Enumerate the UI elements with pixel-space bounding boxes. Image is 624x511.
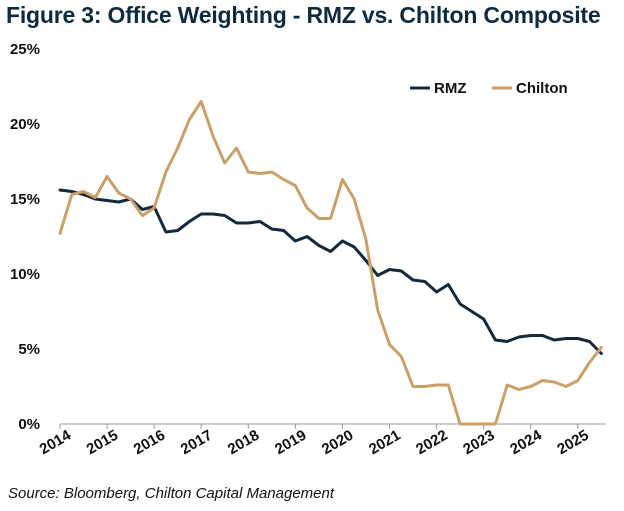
x-tick-label: 2018 [225,427,262,458]
series-layer [58,100,603,426]
legend: RMZ Chilton [410,80,568,97]
y-tick-label: 20% [10,116,40,133]
y-axis: 0% 5% 10% 15% 20% 25% [10,41,40,433]
x-tick-label: 2016 [131,427,168,458]
y-tick-label: 10% [10,266,40,283]
x-tick-label: 2022 [413,427,450,458]
y-tick-label: 15% [10,191,40,208]
series-line-chilton [58,100,603,426]
chart-title: Figure 3: Office Weighting - RMZ vs. Chi… [6,2,601,28]
x-tick-label: 2025 [554,427,591,458]
x-tick-label: 2024 [507,426,545,458]
legend-label-chilton: Chilton [516,80,568,97]
x-tick-label: 2023 [460,427,497,458]
x-axis: 2014 2015 2016 2017 2018 2019 2020 2021 2022 2023… [37,423,606,458]
x-tick-label: 2015 [84,427,121,458]
x-tick-label: 2021 [366,427,403,458]
y-tick-label: 5% [18,341,40,358]
legend-label-rmz: RMZ [434,80,467,97]
x-tick-label: 2019 [272,427,309,458]
source-note: Source: Bloomberg, Chilton Capital Manag… [8,485,335,502]
x-tick-label: 2014 [37,426,75,458]
y-tick-label: 25% [10,41,40,58]
y-tick-label: 0% [18,416,40,433]
series-line-rmz [58,188,603,355]
x-tick-label: 2017 [178,427,215,458]
x-tick-label: 2020 [319,427,356,458]
